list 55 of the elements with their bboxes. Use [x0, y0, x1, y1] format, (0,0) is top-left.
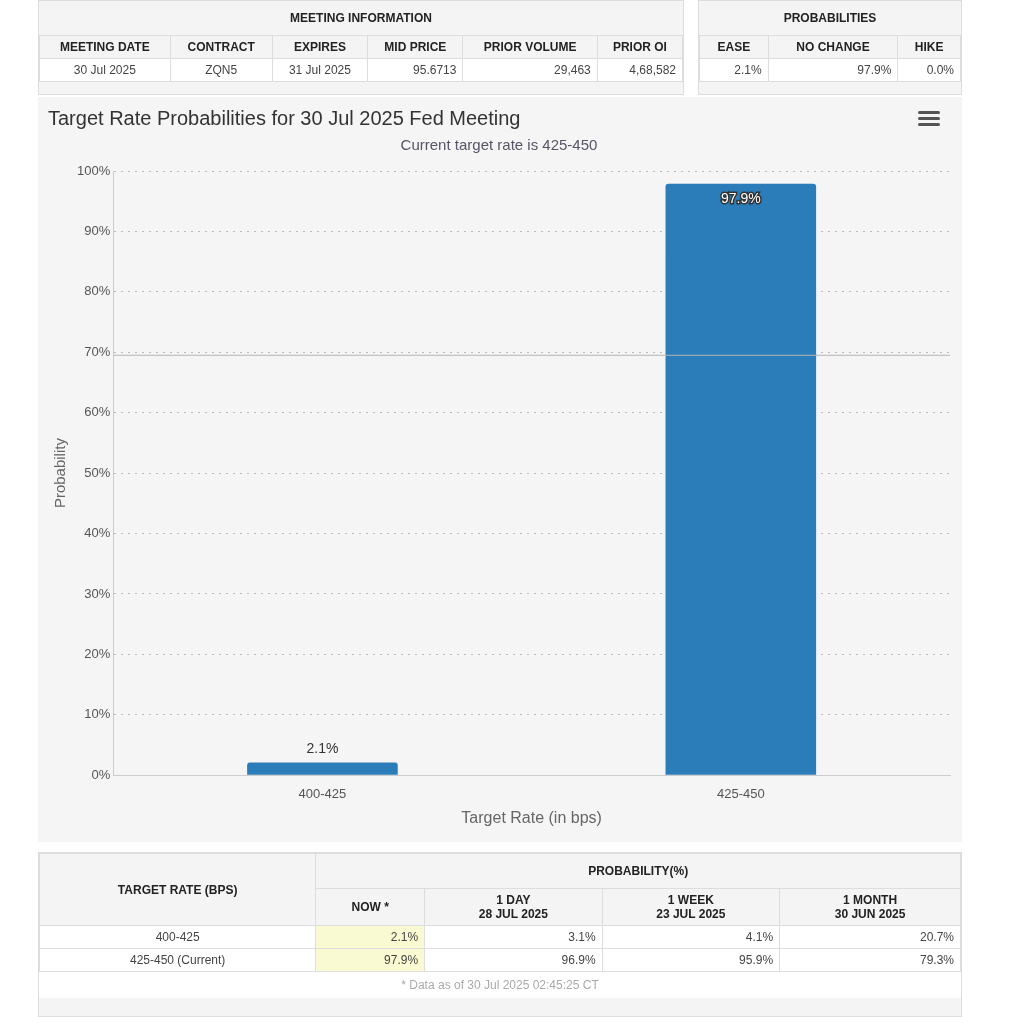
text: 4.1%: [602, 925, 780, 949]
category-label: EASE: [699, 35, 769, 59]
y-tick-label: 70%: [84, 343, 111, 359]
y-tick-label: 90%: [84, 223, 111, 238]
y-tick-label: 60%: [84, 404, 111, 420]
text: PROBABILITIES: [782, 10, 878, 27]
text: 30 Jul 2025: [39, 58, 171, 82]
text: 2.1%: [315, 925, 425, 949]
category-label: HIKE: [897, 35, 961, 59]
text: 3.1%: [424, 925, 603, 949]
category-label: EXPIRES: [272, 35, 368, 59]
category-label: 1 MONTH 30 JUN 2025: [779, 888, 961, 926]
data-label: 2.1%: [306, 740, 339, 757]
chart-title: Target Rate Probabilities for 30 Jul 2025 Fed Meeting: [48, 106, 521, 129]
text: 400-425: [39, 925, 316, 949]
category-label: 1 DAY 28 JUL 2025: [424, 888, 603, 926]
y-tick-label: 100%: [77, 162, 111, 178]
category-label: NO CHANGE: [768, 35, 898, 59]
text: * Data as of 30 Jul 2025 02:45:25 CT: [39, 972, 961, 998]
y-tick-label: 50%: [84, 464, 111, 480]
x-axis-title: Target Rate (in bps): [461, 808, 602, 826]
text: 2.1%: [699, 58, 769, 82]
category-label: NOW *: [315, 888, 425, 926]
text: 20.7%: [779, 925, 961, 949]
category-label: PRIOR VOLUME: [462, 35, 598, 59]
text: 95.9%: [602, 948, 780, 972]
x-tick-label: 425-450: [716, 785, 765, 801]
category-label: MID PRICE: [367, 35, 463, 59]
text: 4,68,582: [597, 58, 683, 82]
category-label: CONTRACT: [170, 35, 273, 59]
text: 97.9%: [315, 948, 425, 972]
category-label: TARGET RATE (BPS): [39, 853, 316, 926]
text: 29,463: [462, 58, 598, 82]
category-label: PRIOR OI: [597, 35, 683, 59]
y-tick-label: 30%: [84, 585, 111, 601]
y-tick-label: 10%: [84, 706, 111, 722]
text: PROBABILITY(%): [315, 853, 961, 889]
text: 425-450 (Current): [39, 948, 316, 972]
y-tick-label: 40%: [84, 525, 111, 541]
text: ZQN5: [170, 58, 273, 82]
data-label: 97.9%: [720, 189, 761, 206]
y-tick-label: 0%: [91, 766, 111, 782]
text: MEETING INFORMATION: [289, 10, 433, 27]
text: 97.9%: [768, 58, 898, 82]
category-label: MEETING DATE: [39, 35, 171, 59]
category-label: 1 WEEK 23 JUL 2025: [602, 888, 780, 926]
y-tick-label: 20%: [84, 645, 111, 661]
text: 31 Jul 2025: [272, 58, 368, 82]
chart-subtitle: Current target rate is 425-450: [400, 136, 598, 154]
text: 96.9%: [424, 948, 603, 972]
text: 0.0%: [897, 58, 961, 82]
text: 79.3%: [779, 948, 961, 972]
y-tick-label: 80%: [84, 283, 111, 299]
text: 95.6713: [367, 58, 463, 82]
y-axis-title: Probability: [51, 437, 69, 509]
